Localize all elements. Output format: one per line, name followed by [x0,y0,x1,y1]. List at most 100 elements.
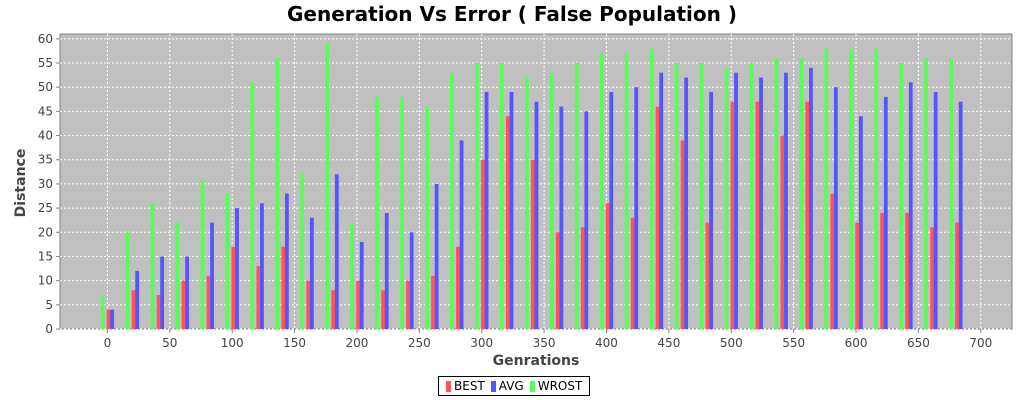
bar-avg [534,101,539,329]
legend-swatch [446,380,451,392]
bar-best [181,280,186,329]
x-tick-label: 550 [782,336,805,350]
x-tick-label: 400 [595,336,618,350]
legend-swatch [529,380,535,392]
x-tick-label: 500 [720,336,743,350]
bar-wrost [699,63,704,330]
bar-best [431,275,435,329]
x-tick-label: 600 [845,336,868,350]
bar-best [655,106,660,329]
legend-item-avg: AVG [490,379,524,393]
bar-avg [908,82,913,329]
legend-label: BEST [454,379,485,393]
x-tick-label: 250 [408,336,431,350]
bar-avg [135,270,140,329]
bar-best [805,101,810,329]
x-axis-label: Genrations [493,353,580,369]
bar-wrost [649,48,654,329]
bar-avg [384,212,389,329]
bar-wrost [749,63,754,330]
bar-wrost [400,96,404,329]
bar-avg [883,96,888,329]
bar-avg [833,87,838,330]
bar-best [281,246,286,329]
y-tick-label: 40 [38,129,53,143]
bar-best [855,222,860,329]
x-tick-label: 350 [533,336,556,350]
bar-wrost [624,53,629,329]
y-axis-label: Distance [13,149,29,218]
x-tick-label: 450 [657,336,680,350]
bar-avg [309,217,314,329]
bar-wrost [250,82,255,329]
bar-wrost [100,295,105,329]
y-tick-label: 35 [38,153,53,167]
bar-avg [484,92,489,330]
bar-wrost [499,63,504,330]
bar-avg [210,222,214,329]
x-tick-label: 650 [907,336,930,350]
bar-best [481,159,485,329]
bar-avg [110,309,115,329]
y-tick-label: 10 [38,274,53,288]
bar-avg [409,232,414,329]
bar-avg [185,256,189,329]
legend-item-best: BEST [446,379,485,393]
y-tick-label: 60 [38,32,53,46]
bar-best [905,212,910,329]
bar-best [106,309,111,329]
bar-wrost [350,222,355,329]
bar-wrost [275,58,280,329]
bar-avg [933,92,938,330]
bar-best [256,266,261,329]
bar-wrost [949,58,953,329]
bar-avg [584,111,589,330]
legend-label: AVG [498,379,524,393]
bar-best [406,280,410,329]
x-tick-label: 700 [969,336,992,350]
bar-avg [284,193,289,329]
bar-avg [509,92,514,330]
bar-avg [958,101,963,329]
legend-item-wrost: WROST [529,379,583,393]
legend-label: WROST [537,379,583,393]
x-axis: 0 50 100 150 200 250 300 350 400 450 500 550 600 650 7… [104,329,992,350]
y-tick-label: 20 [38,225,53,239]
bar-best [880,212,885,329]
bar-wrost [824,48,829,329]
chart-title: Generation Vs Error ( False Population ) [287,2,737,26]
bar-best [356,280,361,329]
bar-best [780,135,785,329]
bar-avg [359,241,364,329]
x-tick-label: 100 [221,336,244,350]
bar-wrost [475,63,479,330]
bar-wrost [599,53,604,329]
bar-wrost [125,232,130,329]
bar-avg [759,77,763,329]
bar-avg [784,72,788,329]
y-tick-label: 0 [45,322,53,336]
bar-wrost [924,58,928,329]
bars [100,43,963,330]
y-tick-label: 45 [38,104,53,118]
bar-wrost [450,72,454,329]
bar-avg [559,106,564,329]
bar-best [705,222,710,329]
bar-best [331,290,336,329]
legend-swatch [490,380,496,392]
bar-avg [734,72,738,329]
x-tick-label: 200 [346,336,369,350]
bar-best [955,222,959,329]
bar-wrost [425,106,429,329]
bar-best [830,193,835,329]
bar-avg [634,87,639,330]
bar-avg [160,256,165,329]
y-tick-label: 25 [38,201,53,215]
bar-avg [684,77,689,329]
bar-wrost [549,72,554,329]
bar-wrost [724,67,729,329]
bar-best [530,159,535,329]
y-tick-label: 30 [38,177,53,191]
bar-avg [609,92,614,330]
